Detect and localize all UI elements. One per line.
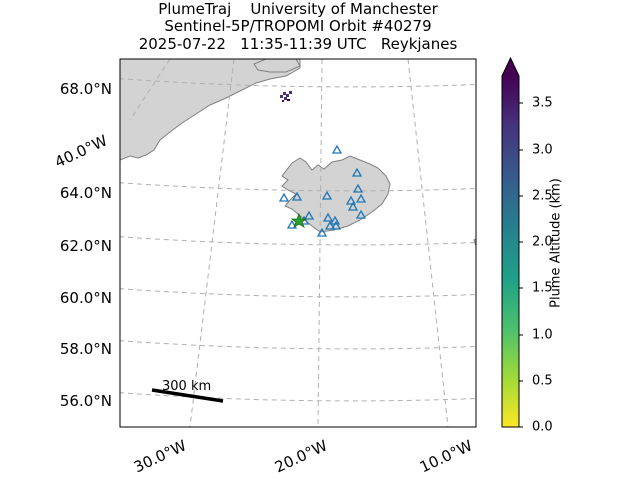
lat-label-64n: 64.0°N: [59, 184, 112, 202]
colorbar-tick: 1.5: [532, 280, 553, 296]
scale-bar: [151, 388, 224, 403]
colorbar-frame: [501, 56, 520, 428]
longitude-gridlines: [129, 59, 449, 427]
colorbar-tick: 3.5: [532, 95, 553, 111]
colorbar-tick: 1.0: [532, 327, 553, 343]
colorbar-tick: 2.5: [532, 188, 553, 204]
volcano-marker: [330, 220, 342, 230]
plot-title-line-1: PlumeTraj University of Manchester: [158, 0, 438, 18]
volcano-marker: [286, 219, 298, 229]
lat-label-62n: 62.0°N: [59, 237, 112, 255]
volcano-marker: [355, 209, 367, 219]
coast-fragment-east: [473, 238, 476, 247]
latitude-gridlines: [120, 78, 476, 402]
volcano-marker: [324, 220, 336, 230]
map-frame: [119, 58, 477, 428]
colorbar-gradient: [502, 76, 519, 427]
volcano-marker: [291, 191, 303, 201]
plume-pixels: [280, 91, 292, 102]
volcano-marker: [322, 212, 334, 222]
volcano-marker: [303, 210, 315, 220]
volcano-marker: [331, 144, 343, 154]
volcano-marker: [345, 195, 357, 205]
volcano-marker: [316, 227, 328, 237]
volcano-marker: [347, 201, 359, 211]
lat-label-68n: 68.0°N: [59, 80, 112, 98]
eruption-source-star: [290, 212, 308, 228]
volcano-marker: [278, 192, 290, 202]
colorbar-tick: 3.0: [532, 142, 553, 158]
colorbar-label: Plume Altitude (km): [548, 178, 564, 308]
colorbar: [501, 56, 523, 428]
lat-label-56n: 56.0°N: [59, 392, 112, 410]
lat-label-58n: 58.0°N: [59, 340, 112, 358]
plot-title-line-3: 2025-07-22 11:35-11:39 UTC Reykjanes: [138, 35, 458, 53]
colorbar-extend-triangle: [502, 58, 519, 76]
greenland-landmass: [120, 59, 301, 161]
scale-bar-label: 300 km: [162, 379, 211, 394]
volcano-marker: [355, 193, 367, 203]
volcano-marker: [352, 183, 364, 193]
volcano-marker: [321, 190, 333, 200]
colorbar-tick: 0.5: [532, 373, 553, 389]
colorbar-tick: 2.0: [532, 234, 553, 250]
lat-label-60n: 60.0°N: [59, 289, 112, 307]
volcano-markers: [278, 144, 367, 237]
plot-title-line-2: Sentinel-5P/TROPOMI Orbit #40279: [164, 17, 432, 35]
colorbar-tick: 0.0: [532, 419, 553, 435]
volcano-marker: [351, 167, 363, 177]
